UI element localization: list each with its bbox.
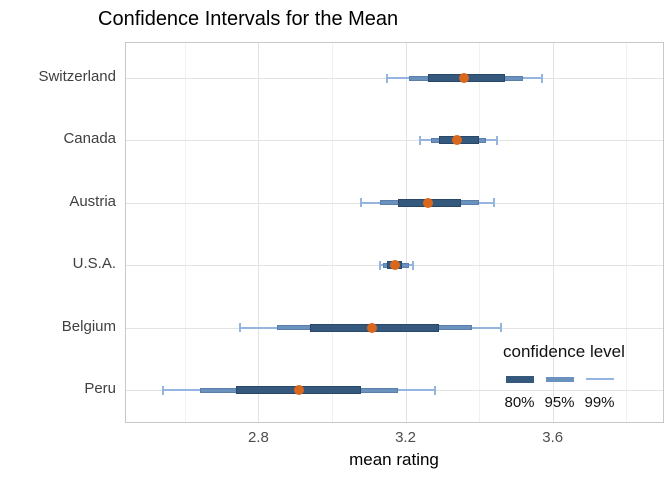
grid-line-vertical-major (552, 43, 554, 422)
grid-line-vertical-minor (184, 43, 186, 422)
plot-panel: confidence level 80% 95% 99% (125, 42, 664, 423)
mean-point (422, 197, 433, 208)
grid-line-horizontal (126, 140, 663, 142)
legend-item-label: 95% (544, 394, 575, 411)
x-axis-tick-label: 2.8 (247, 429, 269, 446)
grid-line-vertical-major (258, 43, 260, 422)
ci-99-cap-right (433, 385, 436, 395)
grid-line-vertical-minor (626, 43, 628, 422)
ci-99-cap-left (161, 385, 164, 395)
legend-swatch-95% (545, 376, 574, 382)
ci-99-cap-left (360, 198, 363, 208)
legend-item-label: 99% (584, 394, 615, 411)
y-axis-label: Canada (63, 130, 116, 148)
ci-99-cap-right (496, 135, 499, 145)
y-axis-label: Belgium (61, 317, 116, 335)
ci-99-cap-right (540, 73, 543, 83)
ci-99-cap-left (378, 260, 381, 270)
x-axis-title: mean rating (349, 450, 439, 469)
y-axis-label: Austria (69, 192, 116, 210)
mean-point (367, 322, 378, 333)
ci-99-cap-left (419, 135, 422, 145)
legend-item-label: 80% (504, 394, 535, 411)
x-axis-tick-label: 3.2 (395, 429, 416, 446)
x-axis-tick-label: 3.6 (542, 429, 564, 446)
mean-point (452, 135, 463, 146)
legend-title: confidence level (503, 342, 625, 361)
grid-line-vertical-major (405, 43, 407, 422)
ci-99-cap-right (492, 198, 495, 208)
ci-99-cap-right (411, 260, 414, 270)
y-axis-label: U.S.A. (72, 255, 116, 273)
ci-99-cap-right (500, 323, 503, 333)
y-axis-label: Switzerland (38, 68, 116, 85)
chart-title: Confidence Intervals for the Mean (98, 8, 399, 30)
mean-point (293, 385, 304, 395)
mean-point (459, 73, 470, 83)
y-axis-label: Peru (84, 380, 116, 397)
grid-line-vertical-minor (479, 43, 481, 422)
grid-line-vertical-minor (332, 43, 333, 422)
ci-99-cap-left (239, 323, 242, 333)
legend-swatch-80% (505, 375, 534, 383)
mean-point (389, 260, 400, 271)
legend-swatch-99% (585, 378, 614, 380)
ci-99-cap-left (386, 73, 389, 83)
